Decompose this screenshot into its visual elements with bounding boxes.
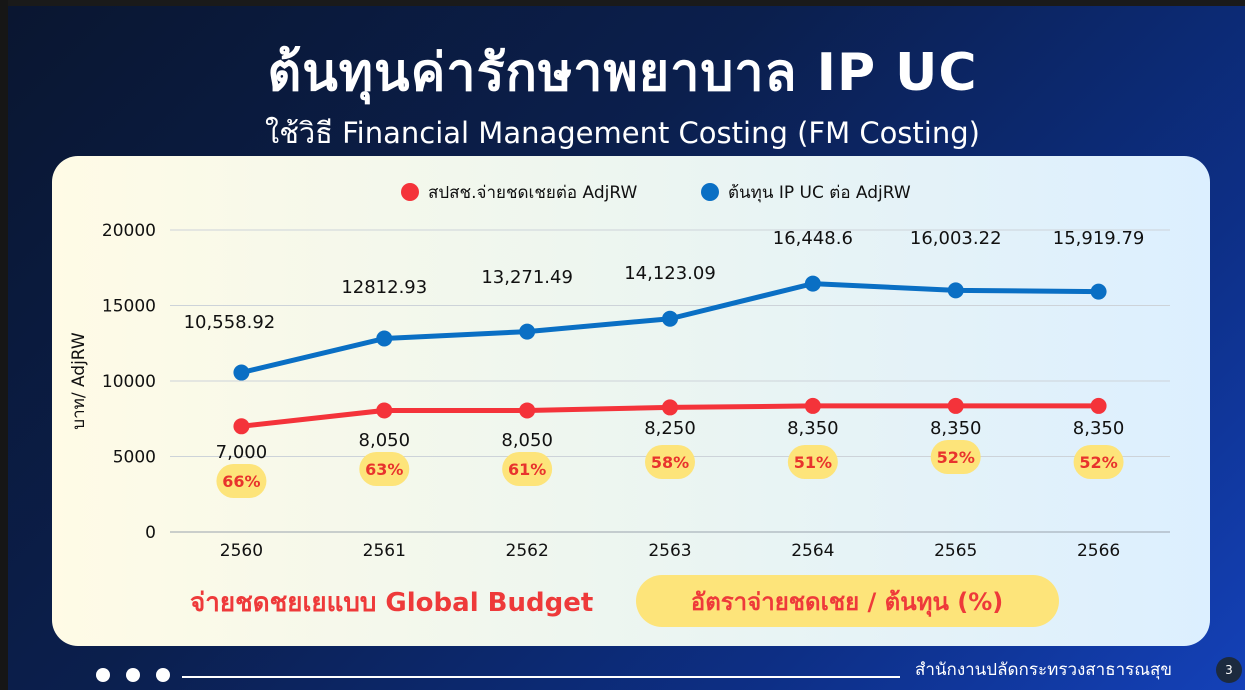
blue-series-point [376, 330, 393, 347]
blue-series-point [1090, 283, 1107, 300]
ratio-annotation: อัตราจ่ายชดเชย / ต้นทุน (%) [691, 588, 1003, 618]
blue-series-point [662, 310, 678, 327]
y-tick-label: 15000 [102, 297, 156, 317]
dot-1 [96, 668, 110, 682]
x-tick-label: 2565 [934, 541, 977, 561]
ratio-badge [359, 452, 410, 486]
blue-data-label: 16,003.22 [910, 228, 1002, 249]
red-data-label: 8,350 [930, 418, 982, 439]
red-series-point [804, 397, 821, 414]
red-data-label: 8,050 [359, 430, 411, 451]
legend-marker [401, 183, 419, 201]
ratio-badge-label: 52% [937, 448, 975, 467]
blue-series-point [519, 323, 536, 340]
window-frame-left [0, 0, 8, 690]
ratio-badge [787, 445, 838, 479]
blue-series-point [233, 364, 250, 381]
y-tick-label: 5000 [113, 448, 156, 468]
blue-data-label: 15,919.79 [1053, 228, 1145, 249]
ratio-badge-label: 61% [508, 460, 546, 479]
ratio-badge-label: 66% [222, 472, 260, 491]
ratio-badge [930, 440, 981, 474]
ratio-badge-label: 51% [794, 453, 832, 472]
blue-data-label: 12812.93 [341, 277, 427, 298]
dot-3 [156, 668, 170, 682]
slide-title: ต้นทุนค่ารักษาพยาบาล IP UC [267, 43, 978, 103]
ratio-badge-label: 63% [365, 460, 403, 479]
x-tick-label: 2563 [648, 541, 691, 561]
ratio-badge-label: 58% [651, 453, 689, 472]
y-tick-label: 10000 [102, 372, 156, 392]
ratio-badge [216, 464, 267, 498]
ratio-badge [502, 452, 553, 486]
page-number: 3 [1216, 657, 1242, 683]
red-data-label: 8,250 [644, 418, 696, 439]
red-data-label: 8,350 [787, 418, 839, 439]
legend-entry: สปสช.จ่ายชดเชยต่อ AdjRW [428, 183, 637, 203]
legend-entry: ต้นทุน IP UC ต่อ AdjRW [728, 183, 911, 203]
red-data-label: 7,000 [216, 442, 268, 463]
line-chart: 0 5000 10000 15000 20000 บาท/ AdjRW 2560 2561 25… [69, 183, 1170, 627]
y-tick-label: 20000 [102, 221, 156, 241]
dot-2 [126, 668, 140, 682]
global-budget-annotation: จ่ายชดชยเยแบบ Global Budget [190, 588, 593, 618]
red-data-label: 8,050 [501, 430, 553, 451]
red-series-point [376, 402, 393, 419]
red-series-point [1090, 397, 1107, 414]
blue-data-label: 14,123.09 [624, 263, 716, 284]
x-tick-label: 2560 [220, 541, 263, 561]
legend-marker [701, 183, 719, 201]
ratio-badge [1073, 445, 1124, 479]
blue-data-label: 16,448.6 [773, 228, 853, 249]
blue-series-point [947, 282, 964, 299]
window-frame-top [0, 0, 1245, 6]
blue-data-label: 10,558.92 [184, 312, 276, 333]
red-series-point [233, 418, 250, 435]
y-tick-label: 0 [145, 523, 156, 543]
red-data-label: 8,350 [1073, 418, 1125, 439]
chart-card: 0 5000 10000 15000 20000 บาท/ AdjRW 2560 2561 25… [52, 156, 1210, 646]
x-tick-label: 2561 [363, 541, 406, 561]
blue-series-point [804, 275, 821, 292]
x-tick-label: 2564 [791, 541, 834, 561]
red-series-point [662, 399, 678, 416]
footer-organization: สำนักงานปลัดกระทรวงสาธารณสุข [915, 660, 1173, 680]
blue-data-label: 13,271.49 [481, 267, 573, 288]
red-series-point [947, 397, 964, 414]
red-series-point [519, 402, 536, 419]
y-axis-label: บาท/ AdjRW [69, 332, 89, 430]
x-tick-label: 2566 [1077, 541, 1120, 561]
ratio-badge [645, 445, 695, 479]
x-tick-label: 2562 [506, 541, 549, 561]
footer-line [182, 676, 900, 678]
ratio-annotation-pill [636, 575, 1059, 627]
ratio-badge-label: 52% [1079, 453, 1117, 472]
slide-subtitle: ใช้วิธี Financial Management Costing (FM… [265, 116, 980, 150]
